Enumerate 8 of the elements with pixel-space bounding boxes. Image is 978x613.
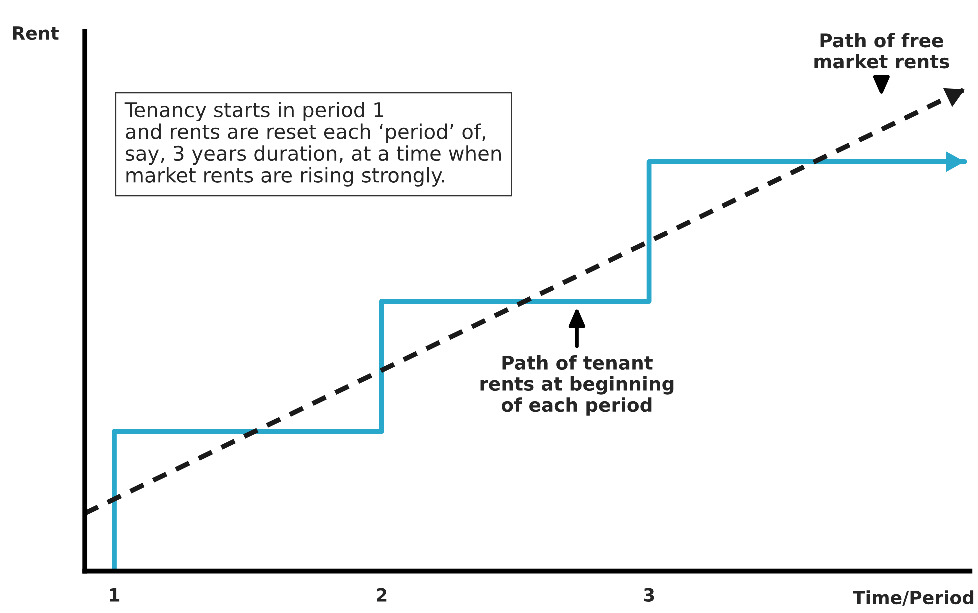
annotation: Tenancy starts in period 1 and rents are reset each ‘period’ of, say, 3 years duration, at a time when market rents are rising strongly. [124,102,502,187]
x-tick-label: 2 [377,588,387,602]
x-axis-title: Time/Period [853,590,974,606]
y-axis-title: Rent [13,26,59,40]
x-tick-label: 1 [110,588,120,602]
x-tick-label: 3 [644,588,654,602]
annotation: Path of tenant rents at beginning of each period [480,356,674,416]
text: Path of free market rents [814,33,950,69]
